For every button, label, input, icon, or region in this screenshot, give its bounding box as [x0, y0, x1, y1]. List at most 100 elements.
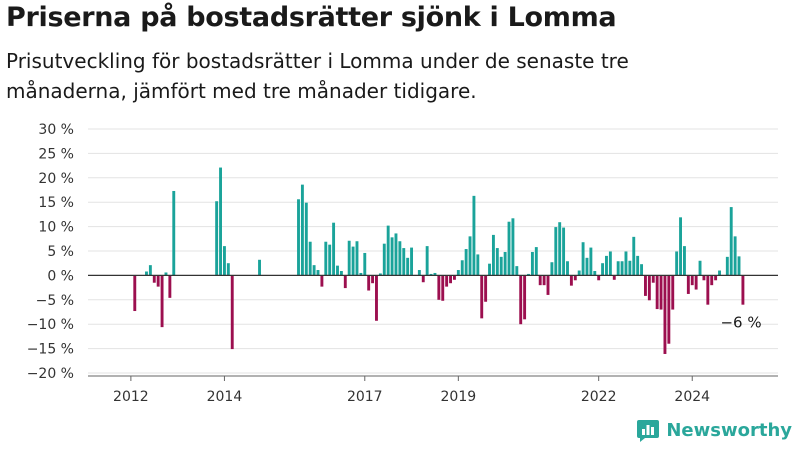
bar [230, 275, 234, 350]
bar [332, 222, 336, 276]
bar [733, 236, 737, 276]
chart-subtitle: Prisutveckling för bostadsrätter i Lomma… [6, 49, 629, 103]
bar [164, 272, 168, 276]
bar [378, 273, 382, 276]
bar [382, 243, 386, 276]
bar [476, 254, 480, 276]
bar [452, 275, 456, 280]
bar [421, 275, 425, 283]
bar [542, 275, 546, 286]
bar [503, 251, 507, 276]
bar [663, 275, 667, 354]
bar [511, 218, 515, 276]
bar [148, 265, 152, 276]
brand-name: Newsworthy [666, 419, 792, 441]
x-tick-label: 2014 [207, 389, 243, 405]
chart-title: Priserna på bostadsrätter sjönk i Lomma [6, 2, 617, 33]
bar [390, 237, 394, 276]
bar [507, 221, 511, 276]
last-value-annotation: −6 % [720, 314, 761, 332]
bar [729, 207, 733, 276]
y-tick-label: 25 % [38, 146, 74, 162]
bar [706, 275, 710, 305]
bar [300, 184, 304, 276]
bar [698, 260, 702, 276]
bar [690, 275, 694, 286]
bar [133, 275, 137, 312]
bar [523, 275, 527, 320]
bar [566, 261, 569, 276]
y-tick-label: 5 % [47, 244, 74, 260]
bar [491, 234, 495, 276]
bar [308, 241, 312, 276]
bar [437, 275, 441, 300]
bar [219, 167, 222, 276]
bar [367, 275, 371, 291]
y-tick-label: 10 % [38, 220, 74, 236]
bar [608, 251, 612, 276]
bar [558, 222, 562, 276]
bar [651, 275, 655, 283]
bar [433, 272, 437, 276]
bar [152, 275, 156, 283]
y-tick-label: 30 % [38, 122, 74, 138]
bar [480, 275, 484, 319]
bar [636, 255, 640, 276]
bar [628, 260, 632, 276]
y-tick-label: 15 % [38, 195, 74, 211]
bar-series [133, 167, 745, 354]
bar [640, 264, 644, 276]
bar [320, 275, 324, 287]
bar [339, 271, 343, 276]
bar [160, 275, 164, 328]
bar [702, 275, 706, 281]
bar [363, 252, 367, 276]
bar [597, 275, 601, 281]
bar [386, 225, 390, 276]
bar [351, 246, 355, 276]
bar [573, 275, 577, 281]
bar [737, 256, 741, 276]
bar [456, 270, 460, 276]
bar [304, 202, 308, 276]
newsworthy-logo-icon [637, 420, 660, 442]
bar [686, 275, 690, 294]
grid-lines [88, 128, 778, 374]
bar [484, 275, 488, 302]
bar [359, 272, 363, 276]
axes: 30 % 25 % 20 % 15 % 10 % 5 % 0 % −5 % −10 % −15 %… [27, 122, 778, 405]
bar [495, 248, 499, 276]
bar [429, 273, 433, 276]
bar [694, 275, 698, 290]
bar [659, 275, 663, 310]
bar [569, 275, 573, 286]
bar [441, 275, 445, 301]
bar [343, 275, 347, 289]
bar [624, 251, 628, 276]
bar [593, 271, 597, 276]
bar [324, 241, 328, 276]
y-tick-label: −10 % [27, 317, 74, 333]
bar [655, 275, 659, 310]
bar [534, 247, 538, 276]
bar [168, 275, 172, 298]
bar [577, 270, 581, 276]
bar [222, 246, 226, 276]
bar [612, 275, 616, 280]
bar [347, 240, 351, 276]
y-tick-label: −5 % [36, 293, 74, 309]
bar [449, 275, 452, 284]
bar [488, 263, 491, 276]
bar [605, 255, 608, 276]
bar [410, 247, 414, 276]
bar [499, 256, 503, 276]
newsworthy-brand[interactable]: Newsworthy [636, 418, 792, 442]
bar [538, 275, 542, 286]
bar [445, 275, 449, 287]
bar [550, 262, 554, 276]
bar [647, 275, 651, 301]
bar [297, 199, 300, 276]
x-tick-label: 2017 [347, 389, 383, 405]
bar [585, 257, 589, 276]
